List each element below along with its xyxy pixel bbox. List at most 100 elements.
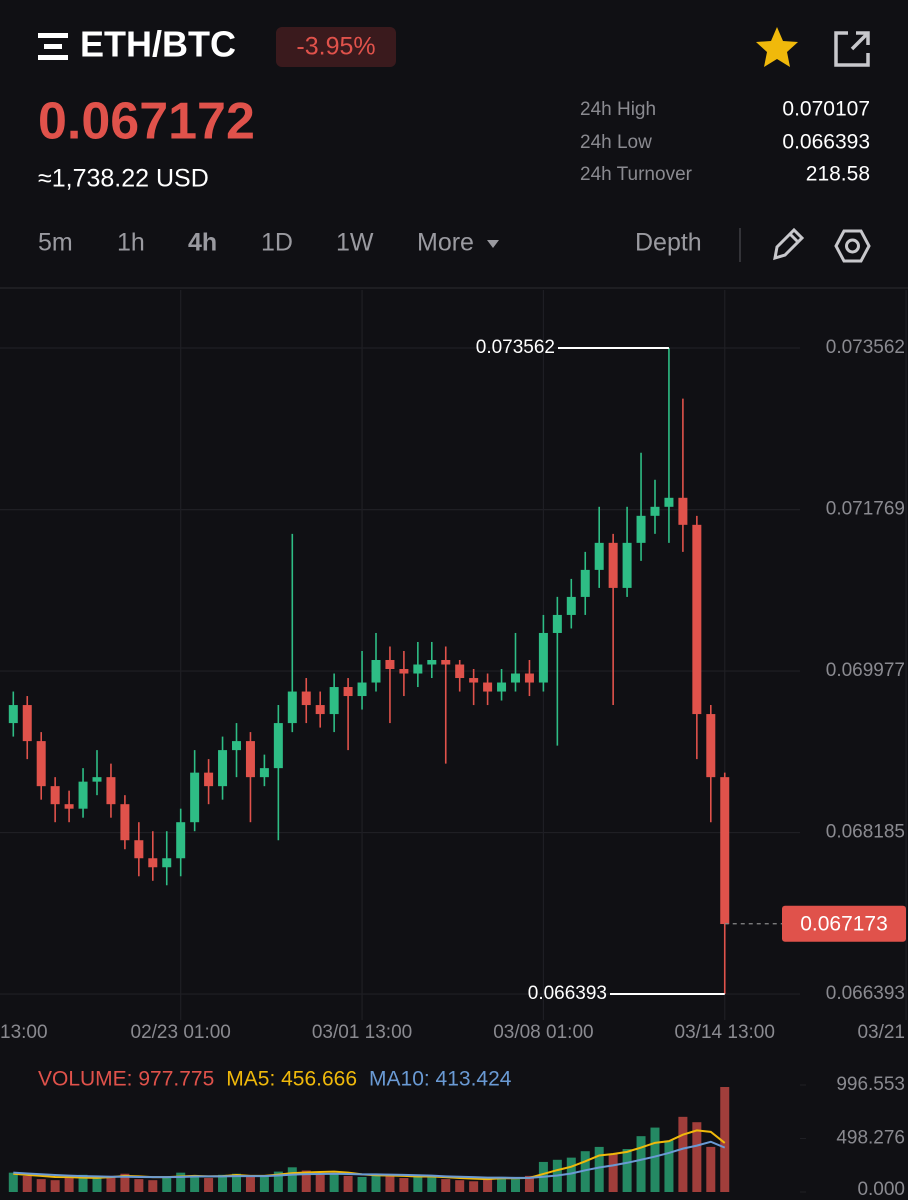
volume-bar	[36, 1179, 46, 1192]
last-price-label: 0.067173	[800, 912, 888, 935]
candle-body	[720, 777, 730, 925]
candle-body	[636, 515, 646, 543]
more-tab[interactable]: More	[417, 229, 474, 257]
candle-body	[524, 673, 534, 683]
candle-body	[608, 542, 618, 588]
candle-body	[413, 664, 423, 674]
candle-body	[664, 497, 674, 507]
x-tick-label: 02/23 01:00	[131, 1022, 231, 1043]
volume-bar	[301, 1170, 311, 1192]
candle-body	[469, 678, 479, 683]
stat-value: 218.58	[806, 163, 870, 186]
candle-body	[148, 858, 158, 868]
candle-body	[566, 596, 576, 615]
volume-bar	[608, 1154, 618, 1192]
candle-body	[162, 858, 172, 868]
y-tick-label: 0.069977	[826, 660, 905, 681]
draw-icon[interactable]	[773, 227, 805, 261]
candle-body	[594, 542, 604, 570]
candle-chart: 0.066393 0.068185 0.069977 0.071769 0.073562…	[0, 290, 907, 1043]
candle-body	[176, 822, 186, 859]
volume-bar	[273, 1171, 283, 1192]
more-caret	[487, 240, 499, 248]
volume-bar	[204, 1178, 214, 1192]
x-tick-label: 03/08 01:00	[493, 1022, 593, 1043]
volume-bar	[399, 1178, 409, 1192]
volume-bar	[162, 1176, 172, 1192]
volume-chart: VOLUME: 977.775 MA5: 456.666 MA10: 413.424…	[8, 1068, 905, 1200]
volume-bar	[259, 1175, 269, 1192]
volume-bar	[78, 1174, 88, 1192]
candle-body	[497, 682, 507, 692]
settings-icon[interactable]	[834, 229, 871, 263]
volume-bar	[566, 1157, 576, 1192]
x-tick-label: 03/21	[857, 1022, 905, 1043]
candle-body	[106, 777, 116, 805]
interval-tab[interactable]: 4h	[188, 229, 217, 257]
candle-body	[580, 569, 590, 597]
x-tick-label: 03/01 13:00	[312, 1022, 412, 1043]
x-tick-label: 13:00	[0, 1022, 48, 1043]
y-tick-label: 996.553	[836, 1074, 905, 1095]
volume-bar	[413, 1176, 423, 1192]
ma-line	[13, 1140, 726, 1179]
volume-bar	[483, 1178, 493, 1192]
legend-entry: MA5: 456.666	[226, 1068, 357, 1091]
volume-bar	[50, 1180, 60, 1192]
favorite-star[interactable]	[756, 27, 798, 67]
interval-tab[interactable]: 1h	[117, 229, 145, 257]
low-label: 0.066393	[528, 983, 607, 1004]
share-icon[interactable]	[834, 31, 870, 67]
stat-label: 24h Low	[580, 132, 652, 153]
candle-body	[622, 542, 632, 588]
candle-body	[287, 691, 297, 724]
interval-tab[interactable]: 1W	[336, 229, 374, 257]
volume-bar	[190, 1175, 200, 1192]
last-price-tag	[782, 905, 906, 942]
volume-bar	[8, 1172, 18, 1192]
menu-icon[interactable]	[38, 33, 68, 60]
interval-tab[interactable]: 5m	[38, 229, 73, 257]
candle-body	[483, 682, 493, 692]
volume-bar	[245, 1176, 255, 1192]
volume-bar	[455, 1180, 465, 1192]
volume-bar	[524, 1175, 534, 1192]
volume-bar	[720, 1087, 730, 1192]
volume-bar	[594, 1146, 604, 1192]
pair-title[interactable]: ETH/BTC	[80, 24, 236, 65]
x-tick-label: 03/14 13:00	[675, 1022, 775, 1043]
candle-body	[204, 772, 214, 787]
volume-bar	[148, 1180, 158, 1192]
usd-price: ≈1,738.22 USD	[38, 165, 209, 193]
volume-bar	[510, 1179, 520, 1192]
candle-body	[357, 682, 367, 697]
candle-body	[510, 673, 520, 683]
legend-entry: VOLUME: 977.775	[38, 1068, 214, 1091]
candle-body	[427, 660, 437, 665]
volume-bar	[218, 1174, 228, 1192]
volume-bar	[357, 1176, 367, 1192]
change-pill	[276, 27, 396, 67]
y-tick-label: 0.073562	[826, 337, 905, 358]
candle-body	[538, 632, 548, 683]
candle-body	[134, 840, 144, 859]
volume-bar	[427, 1175, 437, 1192]
candle-body	[455, 664, 465, 679]
volume-bar	[692, 1122, 702, 1192]
candle-body	[552, 614, 562, 633]
legend-entry: MA10: 413.424	[369, 1068, 512, 1091]
candle-body	[441, 660, 451, 665]
interval-tabs: 5m 1h 4h 1D 1W	[38, 229, 374, 257]
stat-label: 24h High	[580, 99, 656, 120]
candle-body	[50, 786, 60, 805]
last-price: 0.067172	[38, 93, 255, 151]
candle-body	[190, 772, 200, 823]
interval-tab[interactable]: 1D	[261, 229, 293, 257]
volume-bar	[134, 1179, 144, 1192]
depth-tab[interactable]: Depth	[635, 229, 702, 257]
candle-body	[399, 669, 409, 674]
candle-body	[706, 714, 716, 778]
volume-bar	[706, 1146, 716, 1192]
